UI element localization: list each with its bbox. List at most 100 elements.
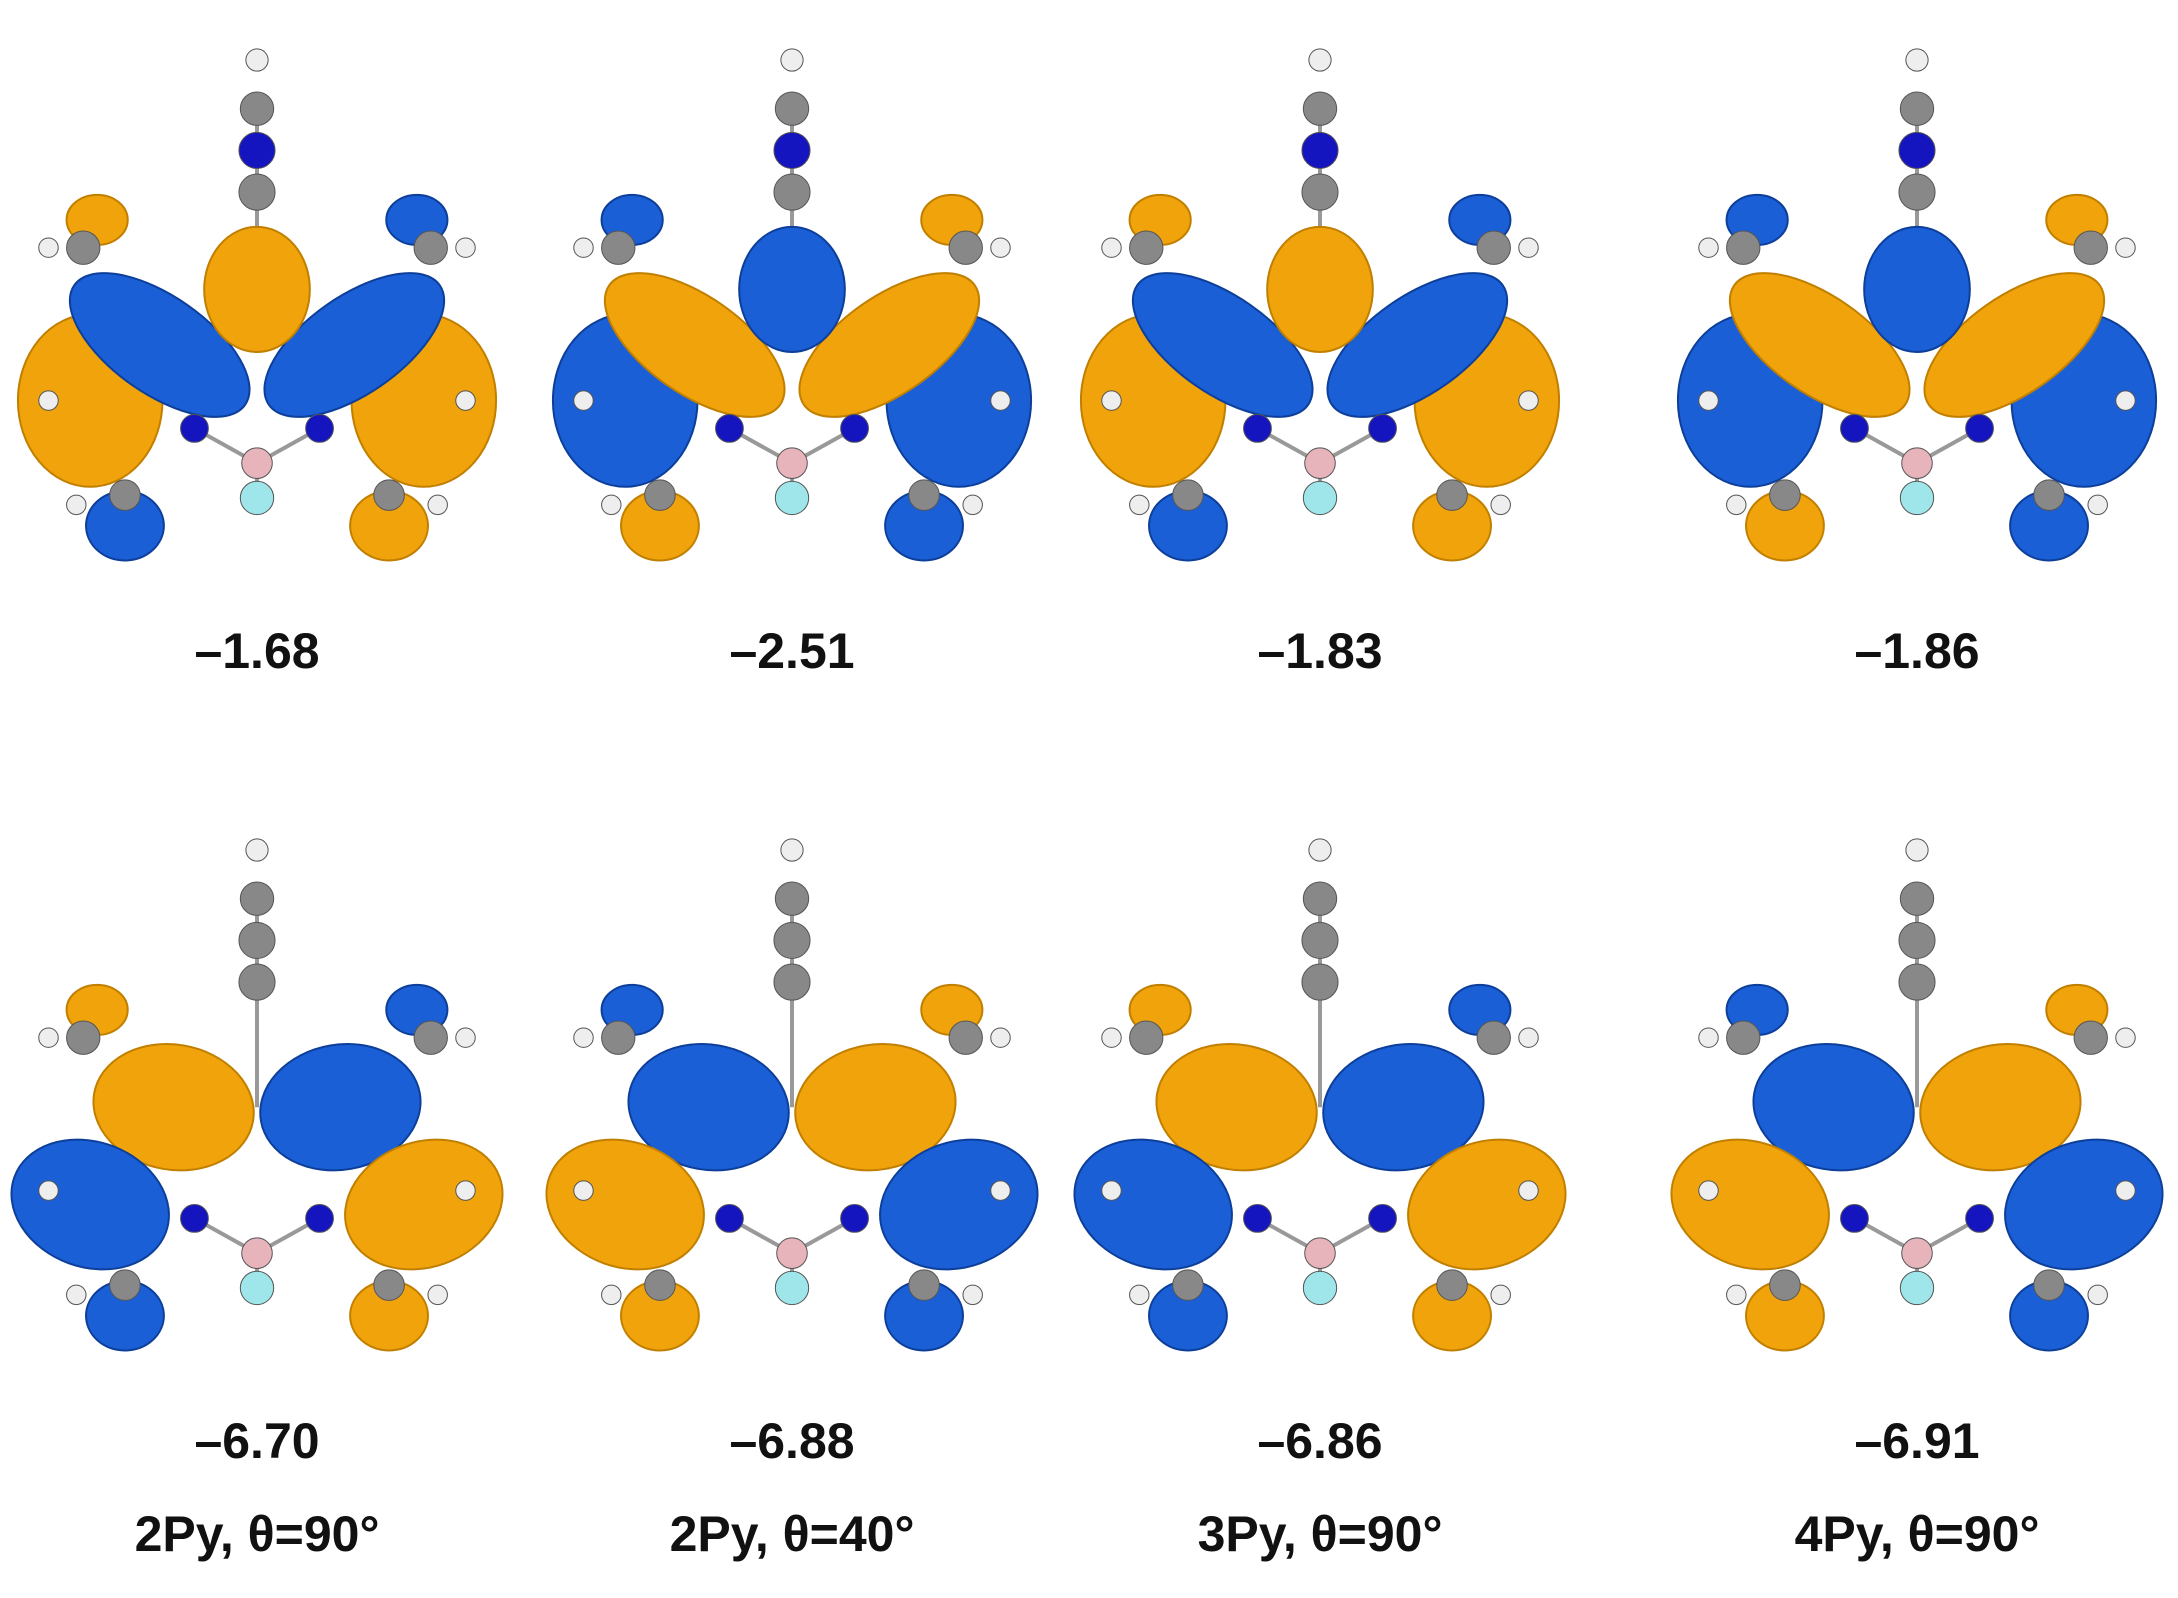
atom — [948, 1020, 983, 1055]
atom — [238, 173, 276, 211]
atom — [773, 131, 811, 169]
atom — [1698, 390, 1719, 411]
atom — [1129, 494, 1150, 516]
lumo-energy: –1.83 — [1257, 623, 1382, 679]
orbital-lobe — [1728, 272, 1911, 418]
atom — [1965, 1204, 1994, 1233]
atom — [774, 480, 810, 516]
atom — [990, 237, 1011, 258]
atom — [2073, 1020, 2108, 1055]
atom — [239, 480, 275, 516]
atom — [1436, 479, 1468, 511]
atom — [1308, 838, 1332, 862]
atom — [1101, 1180, 1122, 1201]
atom — [180, 414, 209, 443]
atom — [1899, 91, 1935, 126]
atom — [1899, 1270, 1935, 1306]
atom — [1898, 921, 1936, 959]
atom — [908, 1269, 940, 1301]
atom — [1301, 921, 1339, 959]
atom — [239, 1270, 275, 1306]
orbital-lobe — [2004, 1138, 2164, 1271]
orbital-lobe — [1155, 1043, 1318, 1172]
orbital-lobe — [794, 1043, 957, 1172]
molecule — [16, 48, 498, 562]
atom — [1899, 881, 1935, 916]
atom — [644, 1269, 676, 1301]
atom — [776, 1237, 808, 1269]
atom — [2033, 1269, 2065, 1301]
atom — [1101, 237, 1122, 258]
atom — [1518, 237, 1539, 258]
atom — [1172, 1269, 1204, 1301]
atom — [1726, 1020, 1761, 1055]
orbital-lobe — [92, 1043, 255, 1172]
atom — [1698, 1027, 1719, 1048]
atom — [948, 230, 983, 265]
panel-label: 2Py, θ=90° — [135, 1506, 380, 1562]
atom — [990, 1180, 1011, 1201]
atom — [1518, 1180, 1539, 1201]
atom — [962, 494, 983, 516]
orbital-lobe — [545, 1138, 705, 1271]
orbital-lobe — [1407, 1138, 1567, 1271]
panel-label: 3Py, θ=90° — [1198, 1506, 1443, 1562]
atom — [573, 237, 594, 258]
atom — [1898, 963, 1936, 1001]
atom — [774, 881, 810, 916]
atom — [239, 881, 275, 916]
molecule — [551, 48, 1033, 562]
atom — [1490, 1284, 1511, 1306]
atom — [601, 1284, 622, 1306]
atom — [373, 479, 405, 511]
atom — [245, 838, 269, 862]
atom — [238, 921, 276, 959]
atom — [601, 1020, 636, 1055]
atom — [2115, 237, 2136, 258]
orbital-lobe — [1923, 272, 2106, 418]
molecule — [1073, 838, 1567, 1352]
atom — [1302, 91, 1338, 126]
lumo-energy: –1.68 — [194, 623, 319, 679]
lumo-energy: –2.51 — [729, 623, 854, 679]
atom — [241, 1237, 273, 1269]
atom — [66, 494, 87, 516]
panel-label: 2Py, θ=40° — [670, 1506, 915, 1562]
atom — [908, 479, 940, 511]
atom — [774, 91, 810, 126]
atom — [1302, 881, 1338, 916]
atom — [715, 414, 744, 443]
atom — [1898, 173, 1936, 211]
atom — [1840, 1204, 1869, 1233]
atom — [245, 48, 269, 72]
atom — [1243, 414, 1272, 443]
orbital-lobe — [259, 1043, 422, 1172]
atom — [962, 1284, 983, 1306]
orbital-lobe — [263, 272, 446, 418]
molecule — [1676, 48, 2158, 562]
atom — [2087, 494, 2108, 516]
orbital-lobe — [627, 1043, 790, 1172]
atom — [1518, 1027, 1539, 1048]
atom — [66, 1284, 87, 1306]
atom — [455, 1180, 476, 1201]
atom — [1436, 1269, 1468, 1301]
atom — [990, 1027, 1011, 1048]
atom — [38, 237, 59, 258]
atom — [1301, 173, 1339, 211]
molecule — [1079, 48, 1561, 562]
atom — [601, 230, 636, 265]
orbital-lobe — [203, 225, 311, 353]
atom — [2115, 1027, 2136, 1048]
panel-label: 4Py, θ=90° — [1795, 1506, 2040, 1562]
atom — [773, 173, 811, 211]
atom — [109, 1269, 141, 1301]
homo-energy: –6.70 — [194, 1413, 319, 1469]
atom — [427, 494, 448, 516]
atom — [715, 1204, 744, 1233]
atom — [601, 494, 622, 516]
atom — [573, 390, 594, 411]
atom — [413, 230, 448, 265]
atom — [840, 414, 869, 443]
